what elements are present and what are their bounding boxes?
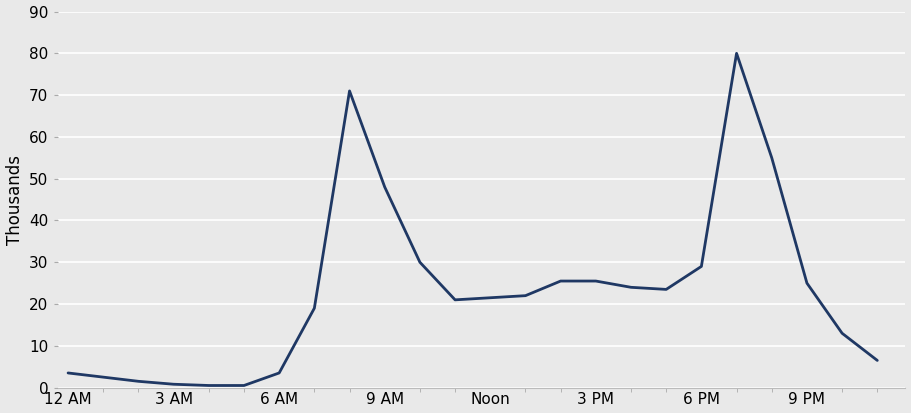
Y-axis label: Thousands: Thousands [5,154,24,244]
